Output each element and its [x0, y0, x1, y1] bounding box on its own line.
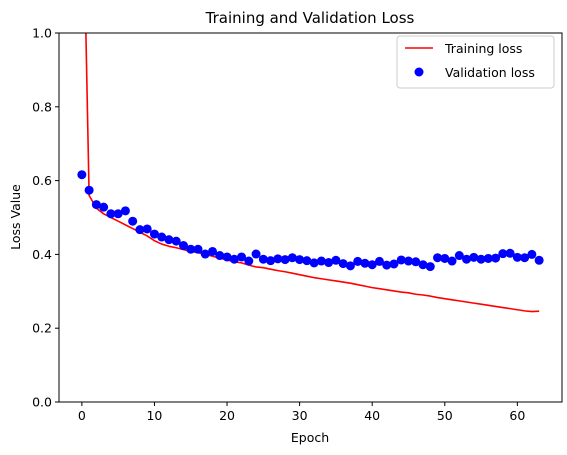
plot-area	[77, 33, 544, 313]
validation-loss-point	[403, 256, 413, 266]
validation-loss-point	[418, 260, 428, 270]
validation-loss-point	[331, 255, 341, 265]
validation-loss-point	[512, 252, 522, 262]
validation-loss-point	[469, 252, 479, 262]
validation-loss-point	[120, 206, 130, 216]
validation-loss-point	[200, 249, 210, 259]
validation-loss-point	[309, 258, 319, 268]
validation-loss-point	[374, 256, 384, 266]
legend: Training loss Validation loss	[396, 35, 555, 89]
validation-loss-point	[222, 252, 232, 262]
validation-loss-point	[106, 209, 116, 219]
series-group	[77, 33, 544, 313]
validation-loss-point	[84, 185, 94, 195]
validation-loss-point	[527, 249, 537, 259]
y-tick-label: 0.4	[32, 247, 52, 262]
legend-box	[396, 35, 555, 89]
validation-loss-point	[491, 253, 501, 263]
validation-loss-point	[135, 225, 145, 235]
legend-validation-label: Validation loss	[445, 65, 535, 80]
validation-loss-point	[229, 254, 239, 264]
y-tick-label: 0.0	[32, 395, 52, 410]
validation-loss-point	[353, 256, 363, 266]
x-tick-label: 0	[78, 408, 86, 423]
validation-loss-point	[447, 256, 457, 266]
y-tick-label: 0.6	[32, 173, 52, 188]
y-tick-label: 0.2	[32, 321, 52, 336]
validation-loss-point	[433, 253, 443, 263]
validation-loss-point	[149, 229, 159, 239]
validation-loss-point	[316, 256, 326, 266]
validation-loss-point	[142, 224, 152, 234]
validation-loss-point	[476, 254, 486, 264]
validation-loss-point	[171, 236, 181, 246]
validation-loss-point	[367, 260, 377, 270]
validation-loss-point	[483, 253, 493, 263]
validation-loss-point	[251, 249, 261, 259]
validation-loss-point	[338, 259, 348, 269]
validation-loss-point	[215, 251, 225, 261]
validation-loss-point	[360, 258, 370, 268]
y-axis-label: Loss Value	[8, 184, 23, 250]
validation-loss-point	[266, 256, 276, 266]
x-axis: 0 10 20 30 40 50 60	[78, 402, 525, 423]
validation-loss-point	[258, 254, 268, 264]
validation-loss-point	[302, 256, 312, 266]
legend-validation-swatch	[414, 67, 424, 77]
y-tick-label: 1.0	[32, 26, 52, 41]
validation-loss-point	[208, 246, 218, 256]
validation-loss-point	[396, 255, 406, 265]
x-tick-label: 40	[364, 408, 380, 423]
validation-loss-point	[91, 200, 101, 210]
x-tick-label: 20	[219, 408, 235, 423]
validation-loss-point	[178, 241, 188, 251]
validation-loss-point	[164, 235, 174, 245]
validation-loss-point	[287, 253, 297, 263]
validation-loss-point	[534, 255, 544, 265]
x-tick-label: 30	[292, 408, 308, 423]
validation-loss-point	[345, 261, 355, 271]
x-tick-label: 50	[437, 408, 453, 423]
validation-loss-point	[454, 251, 464, 261]
validation-loss-point	[382, 260, 392, 270]
validation-loss-point	[505, 248, 515, 258]
validation-loss-point	[193, 244, 203, 254]
validation-loss-point	[244, 256, 254, 266]
validation-loss-point	[324, 258, 334, 268]
validation-loss-point	[295, 255, 305, 265]
validation-loss-point	[389, 259, 399, 269]
validation-loss-point	[280, 255, 290, 265]
x-tick-label: 10	[146, 408, 162, 423]
x-axis-label: Epoch	[291, 430, 329, 445]
validation-loss-point	[237, 252, 247, 262]
validation-loss-point	[411, 257, 421, 267]
chart-title: Training and Validation Loss	[205, 9, 415, 27]
validation-loss-point	[128, 216, 138, 226]
validation-loss-point	[273, 254, 283, 264]
validation-loss-point	[498, 249, 508, 259]
y-axis: 0.0 0.2 0.4 0.6 0.8 1.0	[32, 26, 59, 410]
validation-loss-point	[462, 254, 472, 264]
validation-loss-point	[440, 253, 450, 263]
training-loss-line	[85, 33, 540, 313]
y-tick-label: 0.8	[32, 99, 52, 114]
validation-loss-point	[186, 244, 196, 254]
legend-training-label: Training loss	[444, 41, 522, 56]
validation-loss-point	[157, 232, 167, 242]
validation-loss-point	[77, 170, 87, 180]
validation-loss-point	[520, 253, 530, 263]
validation-loss-point	[99, 202, 109, 212]
validation-loss-point	[425, 262, 435, 272]
validation-loss-point	[113, 209, 123, 219]
axes-frame	[58, 32, 563, 403]
x-tick-label: 60	[509, 408, 525, 423]
